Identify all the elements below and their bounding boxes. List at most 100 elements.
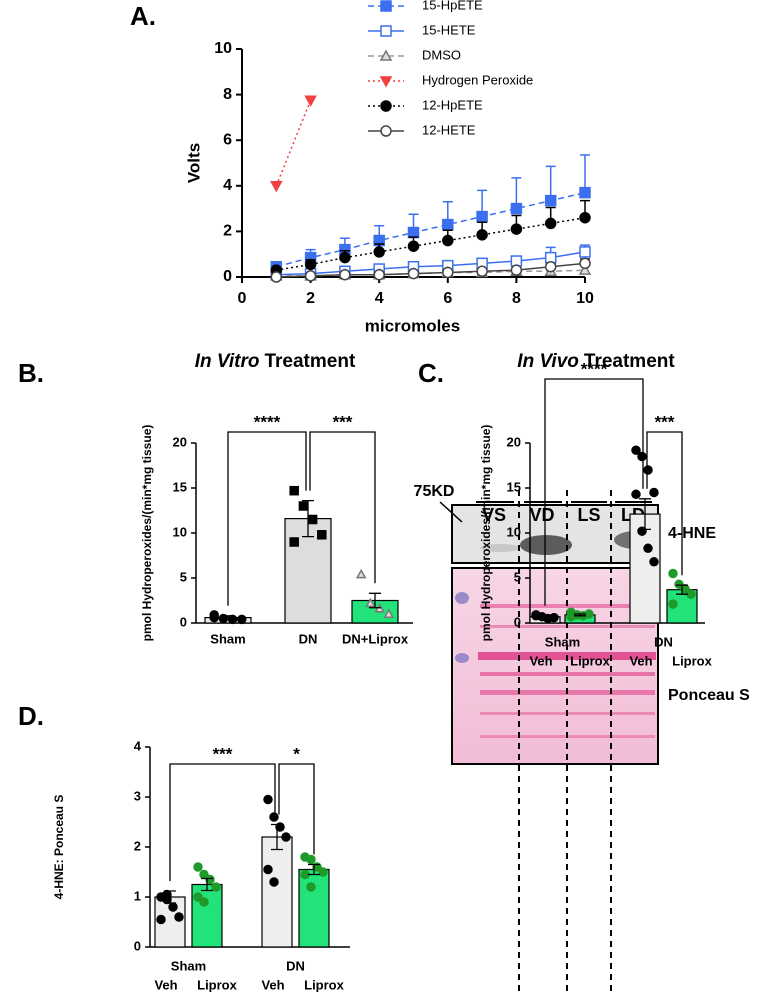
marker [579, 246, 591, 258]
data-point [209, 612, 219, 623]
data-point [289, 485, 299, 496]
data-point [168, 902, 178, 912]
series-line [276, 262, 586, 278]
data-point [637, 451, 647, 462]
error-bar [676, 584, 688, 595]
y-tick-label: 8 [223, 86, 232, 103]
marker [373, 246, 385, 258]
bar [261, 836, 293, 948]
data-point [237, 614, 247, 625]
data-point [156, 914, 166, 925]
title-text: Treatment [584, 351, 675, 372]
y-tick-label: 15 [173, 479, 187, 494]
data-point [668, 599, 678, 609]
data-point [643, 465, 653, 475]
band [520, 535, 572, 555]
data-point [643, 543, 653, 554]
significance: *** [333, 412, 353, 431]
legend-marker [380, 125, 392, 137]
legend-label: DMSO [422, 47, 461, 62]
data-point [193, 862, 203, 872]
title-text: Treatment [264, 351, 355, 372]
x-tick-label: 4 [375, 290, 384, 307]
marker [442, 234, 454, 247]
y-tick-label: 5 [180, 569, 187, 584]
data-point [317, 530, 327, 540]
error-bar [201, 877, 213, 892]
marker [304, 258, 317, 271]
blot-label: Ponceau S [668, 687, 750, 704]
legend-marker [380, 25, 392, 37]
data-point [686, 589, 696, 599]
y-tick-label: 10 [214, 40, 232, 57]
data-point [631, 445, 641, 455]
marker [304, 270, 317, 282]
error-bar [539, 615, 551, 619]
data-point [531, 611, 541, 621]
legend-marker [380, 0, 392, 12]
y-axis-label: pmol Hydroperoxides/(min*mg tissue) [140, 425, 154, 642]
y-tick-label: 20 [507, 434, 521, 449]
marker [407, 226, 420, 239]
significance: *** [655, 412, 675, 431]
bar [298, 868, 330, 948]
lane-label: VS [482, 505, 506, 525]
marker [510, 223, 523, 235]
x-tick-label: Liprox [672, 653, 712, 668]
title-italic: In Vivo [517, 351, 579, 372]
marker [270, 271, 283, 283]
data-point [383, 608, 395, 618]
blot: 75KD VS VD LS LD 4-HNE Ponceau S [414, 483, 750, 996]
data-point [549, 612, 559, 623]
error-bar [302, 499, 314, 538]
data-point [300, 869, 310, 880]
group-label: DN [654, 634, 673, 649]
marker [578, 263, 592, 275]
marker [270, 181, 283, 193]
data-point [211, 882, 221, 892]
y-tick-label: 10 [507, 524, 521, 539]
blot-label: 4-HNE [668, 525, 716, 542]
y-axis-label: 4-HNE: Ponceau S [52, 795, 66, 900]
y-tick-label: 10 [173, 524, 187, 539]
x-tick-label: Liprox [197, 977, 237, 992]
panel-label: D. [18, 701, 44, 731]
y-tick-label: 15 [507, 479, 521, 494]
y-axis-label: Volts [184, 143, 203, 183]
data-point [298, 501, 309, 511]
y-tick-label: 0 [514, 614, 521, 629]
data-point [263, 794, 273, 805]
x-tick-label: 8 [512, 290, 521, 307]
marker [510, 202, 523, 215]
data-point [269, 877, 279, 887]
y-tick-label: 2 [223, 223, 232, 240]
x-axis-label: micromoles [365, 316, 460, 335]
legend-label: 15-HETE [422, 22, 476, 37]
bracket [227, 431, 307, 606]
x-tick-label: Liprox [570, 653, 610, 668]
data-point [365, 597, 376, 608]
lane-dividers [518, 490, 612, 996]
marker [373, 268, 385, 281]
marker [476, 210, 488, 223]
y-tick-label: 3 [134, 788, 141, 803]
x-tick-label: 6 [443, 290, 452, 307]
error-bar [308, 863, 320, 876]
lane-label: LS [577, 505, 600, 525]
marker [510, 264, 523, 276]
marker [579, 257, 591, 270]
data-point [649, 557, 659, 567]
marker [579, 211, 591, 224]
series-line [276, 191, 586, 268]
legend-label: Hydrogen Peroxide [422, 72, 533, 87]
panel-label: A. [130, 1, 156, 31]
data-point [649, 487, 659, 498]
data-point [631, 489, 641, 500]
data-point [174, 912, 184, 922]
significance: **** [254, 412, 281, 431]
y-axis-label: pmol Hydroperoxides/(min*mg tissue) [479, 425, 493, 642]
data-point [355, 568, 367, 579]
band [480, 544, 520, 552]
legend-label: 12-HpETE [422, 97, 483, 112]
